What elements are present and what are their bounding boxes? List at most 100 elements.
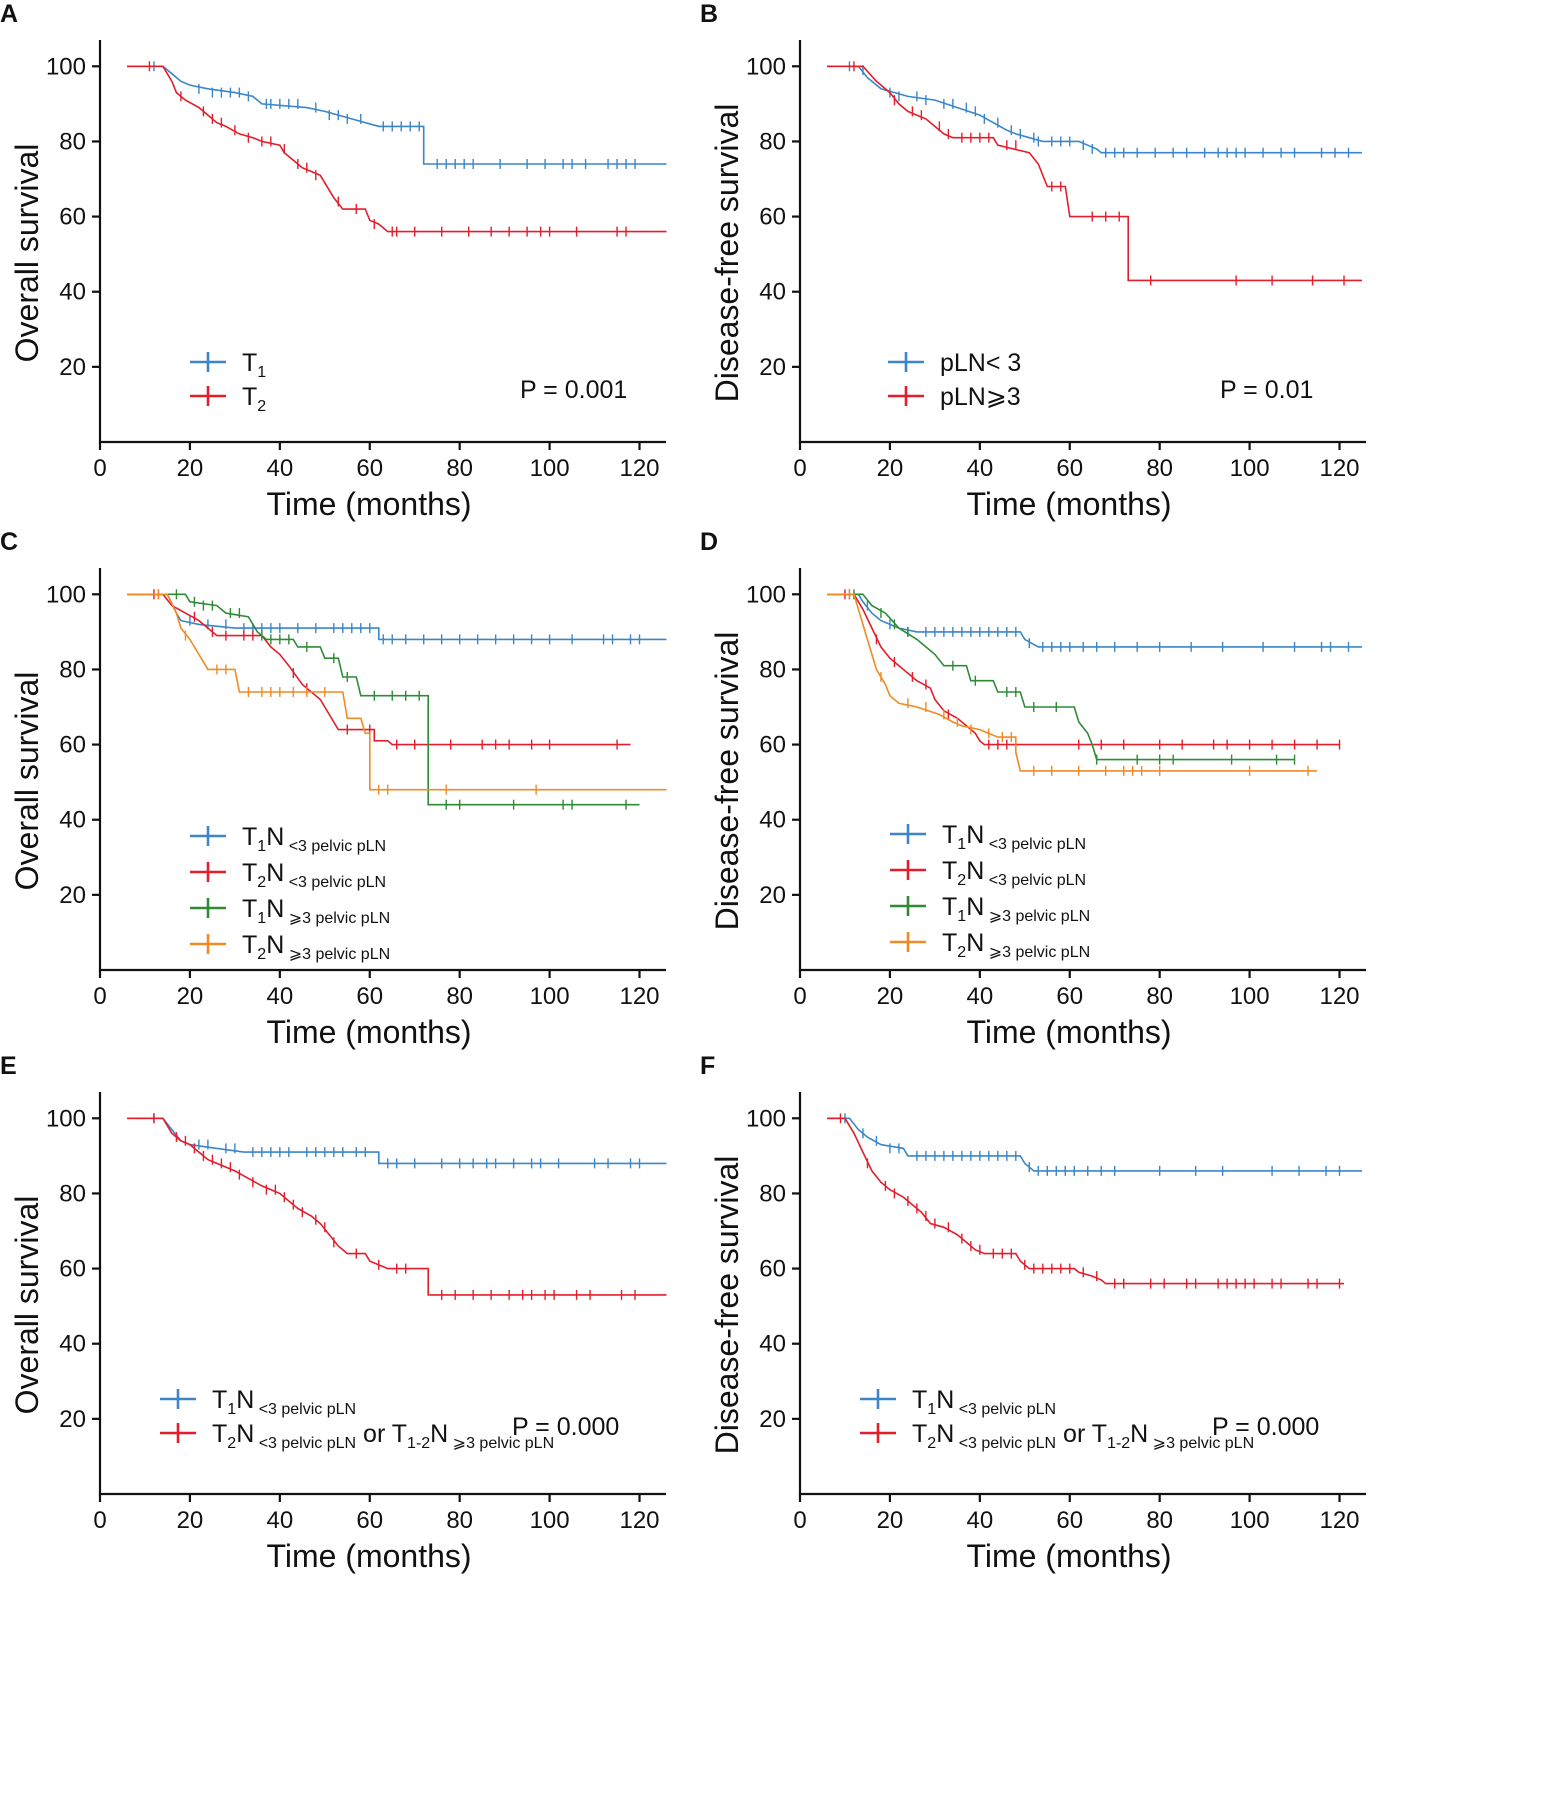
x-tick-label: 40	[966, 1507, 993, 1534]
x-axis-title: Time (months)	[966, 1538, 1171, 1574]
x-tick-label: 120	[1319, 983, 1359, 1010]
y-tick-label: 100	[746, 1105, 786, 1132]
series-blue	[827, 61, 1362, 158]
x-tick-label: 60	[1056, 983, 1083, 1010]
y-axis-title: Overall survival	[9, 144, 45, 363]
x-tick-label: 20	[877, 983, 904, 1010]
series-blue	[827, 589, 1362, 652]
x-tick-label: 120	[1319, 455, 1359, 482]
panel-c: C 20 40 60 80 100 0 20 40 60 80 100 120 Time (months)…	[0, 528, 667, 1050]
legend-label: T2N <3 pelvic pLN or T1-2N ⩾3 pelvic pLN	[912, 1420, 1254, 1452]
panel-letter: B	[700, 0, 718, 28]
survival-curve	[127, 593, 631, 746]
series-red	[827, 589, 1341, 750]
x-tick-label: 40	[266, 455, 293, 482]
x-tick-label: 60	[356, 1507, 383, 1534]
p-value: P = 0.000	[512, 1413, 619, 1441]
panel-b: B 20 40 60 80 100 0 20 40 60 80 100 120 Time (months)…	[700, 0, 1366, 522]
y-tick-label: 100	[46, 1105, 86, 1132]
panel-letter: E	[0, 1052, 17, 1080]
x-tick-label: 0	[793, 983, 806, 1010]
legend-label: T1	[242, 349, 266, 381]
survival-curve	[827, 593, 1340, 746]
y-axis-title: Overall survival	[9, 672, 45, 891]
x-tick-label: 120	[1319, 1507, 1359, 1534]
y-tick-label: 80	[59, 1180, 86, 1207]
legend: T1N <3 pelvic pLN T2N <3 pelvic pLN T1N ⩾3…	[190, 823, 390, 963]
legend-label: T2N <3 pelvic pLN or T1-2N ⩾3 pelvic pLN	[212, 1420, 554, 1452]
x-tick-label: 20	[177, 455, 204, 482]
p-value: P = 0.000	[1212, 1413, 1319, 1441]
series-red	[127, 1113, 667, 1300]
y-tick-label: 80	[759, 128, 786, 155]
panel-f: F 20 40 60 80 100 0 20 40 60 80 100 120 Time (months)…	[700, 1052, 1366, 1574]
survival-curve	[827, 65, 1362, 154]
x-tick-label: 80	[446, 1507, 473, 1534]
y-axis-title: Disease-free survival	[709, 632, 745, 931]
y-axis-title: Disease-free survival	[709, 104, 745, 403]
x-axis-title: Time (months)	[266, 486, 471, 522]
survival-curve	[827, 65, 1362, 282]
legend-label: T1N <3 pelvic pLN	[942, 821, 1086, 853]
x-tick-label: 120	[619, 983, 659, 1010]
legend: pLN< 3 pLN⩾3	[888, 349, 1021, 411]
legend-label: T1N <3 pelvic pLN	[912, 1386, 1056, 1418]
survival-curve	[827, 1117, 1362, 1172]
x-tick-label: 60	[356, 983, 383, 1010]
x-axis-title: Time (months)	[966, 486, 1171, 522]
panel-letter: C	[0, 528, 18, 556]
x-tick-label: 40	[266, 1507, 293, 1534]
x-tick-label: 80	[1146, 1507, 1173, 1534]
x-tick-label: 120	[619, 455, 659, 482]
legend-label: T2N <3 pelvic pLN	[942, 857, 1086, 889]
x-tick-label: 120	[619, 1507, 659, 1534]
x-tick-label: 80	[1146, 455, 1173, 482]
panel-a: A 20 40 60 80 100 0 20 40 60 80 100 120 Time (months)…	[0, 0, 667, 522]
x-tick-label: 100	[530, 1507, 570, 1534]
y-tick-label: 40	[759, 279, 786, 306]
panel-letter: D	[700, 528, 718, 556]
x-tick-label: 40	[266, 983, 293, 1010]
x-tick-label: 100	[1230, 455, 1270, 482]
survival-curve	[827, 1117, 1344, 1285]
y-tick-label: 80	[59, 128, 86, 155]
y-tick-label: 80	[759, 1180, 786, 1207]
x-tick-label: 40	[966, 983, 993, 1010]
y-tick-label: 40	[759, 807, 786, 834]
x-tick-label: 60	[1056, 1507, 1083, 1534]
x-tick-label: 100	[1230, 983, 1270, 1010]
x-axis-title: Time (months)	[266, 1538, 471, 1574]
x-tick-label: 80	[446, 983, 473, 1010]
x-tick-label: 100	[1230, 1507, 1270, 1534]
series-red	[827, 61, 1362, 286]
y-tick-label: 60	[759, 1256, 786, 1283]
y-tick-label: 60	[59, 732, 86, 759]
y-tick-label: 60	[759, 732, 786, 759]
x-tick-label: 100	[530, 455, 570, 482]
survival-curve	[127, 1117, 667, 1296]
x-tick-label: 80	[1146, 983, 1173, 1010]
y-tick-label: 100	[46, 581, 86, 608]
legend: T1N <3 pelvic pLN T2N <3 pelvic pLN T1N ⩾3…	[890, 821, 1090, 961]
x-tick-label: 20	[877, 455, 904, 482]
legend-label: T2N ⩾3 pelvic pLN	[242, 931, 390, 963]
y-tick-label: 60	[59, 1256, 86, 1283]
x-tick-label: 0	[93, 455, 106, 482]
series-red	[827, 1113, 1344, 1289]
y-tick-label: 20	[759, 882, 786, 909]
y-axis-title: Disease-free survival	[709, 1156, 745, 1455]
p-value: P = 0.01	[1220, 376, 1313, 404]
x-tick-label: 80	[446, 455, 473, 482]
series-red	[127, 589, 631, 750]
x-tick-label: 100	[530, 983, 570, 1010]
y-tick-label: 80	[59, 656, 86, 683]
x-tick-label: 0	[93, 983, 106, 1010]
panel-e: E 20 40 60 80 100 0 20 40 60 80 100 120 Time (months)…	[0, 1052, 667, 1574]
y-tick-label: 20	[59, 354, 86, 381]
y-axis-title: Overall survival	[9, 1196, 45, 1415]
y-tick-label: 60	[759, 204, 786, 231]
